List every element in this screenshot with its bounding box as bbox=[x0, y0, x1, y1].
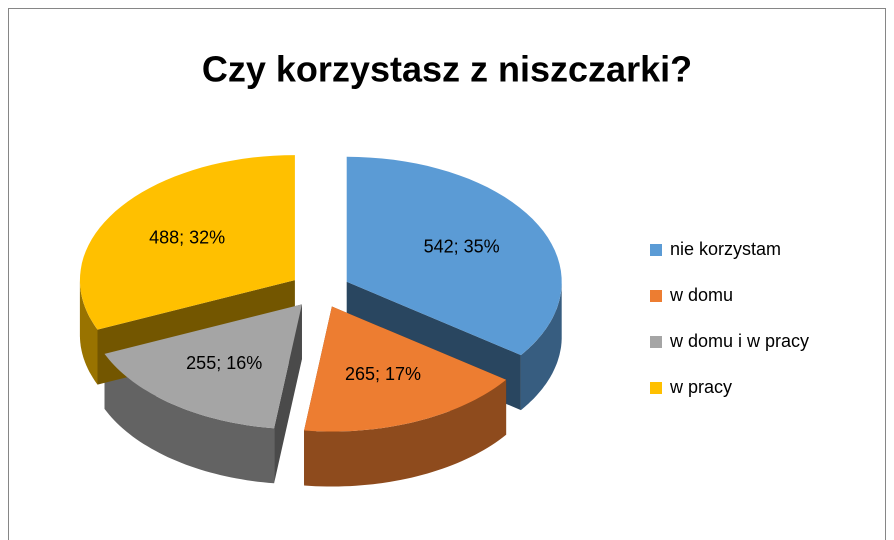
legend-label: w pracy bbox=[669, 377, 732, 397]
legend-swatch bbox=[650, 244, 662, 256]
data-label: 542; 35% bbox=[424, 236, 500, 256]
legend-label: w domu i w pracy bbox=[669, 331, 809, 351]
chart-title: Czy korzystasz z niszczarki? bbox=[202, 49, 692, 90]
legend-label: w domu bbox=[669, 285, 733, 305]
data-label: 265; 17% bbox=[345, 364, 421, 384]
data-label: 255; 16% bbox=[186, 353, 262, 373]
slice bbox=[304, 306, 507, 432]
slice-wall bbox=[304, 379, 507, 487]
legend-label: nie korzystam bbox=[670, 239, 781, 259]
slice-wall bbox=[79, 280, 98, 385]
legend-swatch bbox=[650, 290, 662, 302]
slice bbox=[79, 155, 295, 330]
slice-wall bbox=[104, 353, 275, 484]
slice bbox=[104, 304, 302, 429]
slice-wall bbox=[520, 281, 562, 411]
slice bbox=[346, 156, 562, 356]
legend-swatch bbox=[650, 336, 662, 348]
legend-swatch bbox=[650, 382, 662, 394]
data-label: 488; 32% bbox=[149, 228, 225, 248]
